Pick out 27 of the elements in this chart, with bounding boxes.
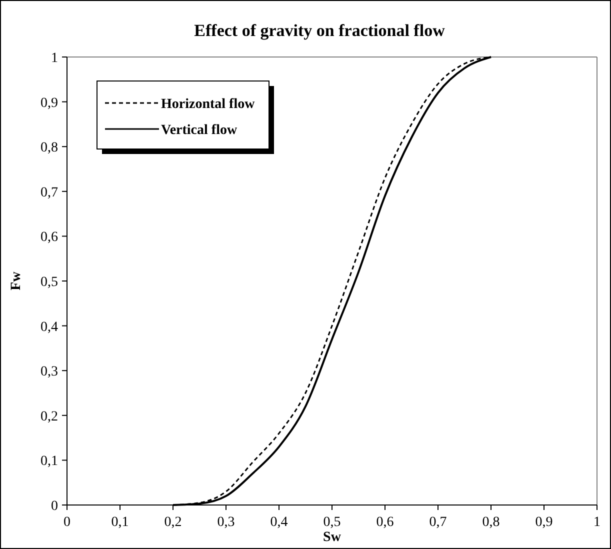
y-tick-label: 0,1 [40,454,58,470]
y-tick-label: 0,4 [40,320,58,335]
x-tick-label: 0,6 [376,515,394,530]
x-tick-label: 0,9 [535,515,553,530]
y-tick-label: 0 [51,499,58,514]
chart-title: Effect of gravity on fractional flow [194,21,446,40]
y-tick-label: 0,9 [40,96,58,111]
x-tick-label: 0,4 [270,515,288,530]
x-tick-label: 0,5 [323,515,341,530]
y-tick-label: 0,5 [40,275,58,290]
y-axis-title: Fw [9,270,24,290]
x-tick-label: 0,7 [429,515,447,530]
legend-label: Vertical flow [161,123,238,138]
x-tick-label: 1 [594,515,600,530]
x-tick-label: 0,1 [111,515,129,530]
x-tick-label: 0,8 [482,515,500,530]
y-tick-label: 1 [51,51,58,66]
x-axis-title: Sw [323,530,342,545]
y-tick-label: 0,2 [40,409,58,424]
legend-label: Horizontal flow [161,97,256,112]
y-tick-label: 0,8 [40,140,58,156]
x-tick-label: 0,3 [217,515,235,530]
y-tick-label: 0,7 [40,185,58,200]
x-tick-label: 0,2 [164,515,182,530]
x-tick-label: 0 [64,515,70,530]
y-tick-label: 0,3 [40,364,58,380]
y-tick-label: 0,6 [40,230,58,246]
